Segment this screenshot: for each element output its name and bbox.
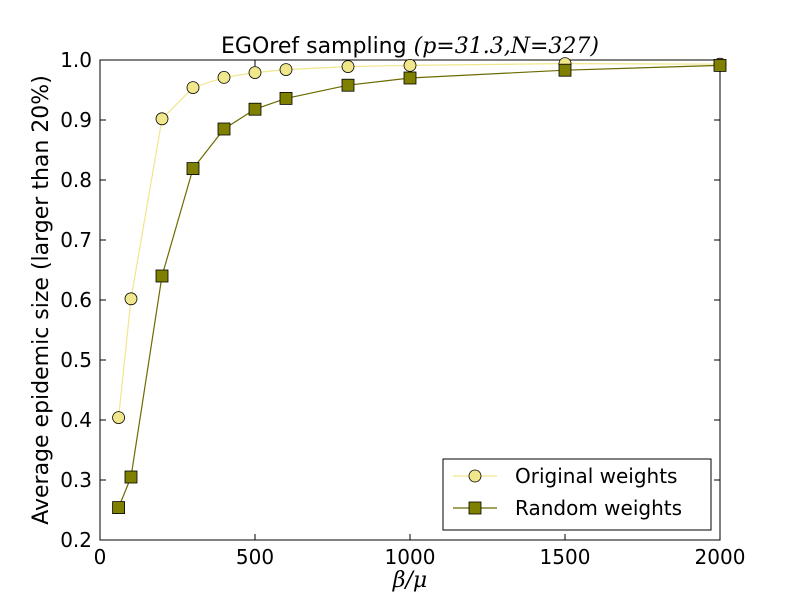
data-point-random <box>155 269 169 283</box>
y-tick-label: 0.7 <box>60 228 92 252</box>
legend-marker-original <box>468 469 482 483</box>
data-point-random <box>186 162 200 176</box>
title-prefix: EGOref sampling <box>221 34 407 59</box>
data-point-original <box>403 59 417 72</box>
title-math-eq2: =327 <box>530 34 590 59</box>
x-tick-label: 0 <box>94 545 107 569</box>
data-point-original <box>124 292 138 306</box>
data-point-original <box>217 71 231 84</box>
x-axis-label-beta: β <box>392 568 406 593</box>
data-point-original <box>186 81 200 94</box>
chart-title: EGOref sampling (p=31.3,N=327) <box>221 34 599 59</box>
data-point-random <box>713 59 727 72</box>
x-tick-label: 1500 <box>540 545 591 569</box>
title-math-open: ( <box>414 34 423 59</box>
y-tick-label: 0.5 <box>60 348 92 372</box>
legend-box <box>442 458 712 531</box>
data-point-original <box>155 112 169 126</box>
x-tick-label: 1000 <box>385 545 436 569</box>
y-tick-label: 0.6 <box>60 288 92 312</box>
x-tick-label: 500 <box>236 545 274 569</box>
legend-label-original: Original weights <box>515 464 677 488</box>
x-tick-label: 2000 <box>695 545 746 569</box>
title-math-p: p <box>422 34 436 59</box>
data-point-random <box>558 63 572 77</box>
data-point-random <box>124 470 138 484</box>
x-axis-label-mu: μ <box>413 568 427 593</box>
y-tick-label: 0.2 <box>60 528 92 552</box>
y-tick-label: 0.4 <box>60 408 92 432</box>
data-point-original <box>341 60 355 73</box>
legend: Original weights Random weights <box>442 458 712 531</box>
title-math-close: ) <box>589 34 599 59</box>
ticks-layer: 0 500 1000 1500 2000 0.2 0.3 0.4 0.5 0.6 0.7 0.8 0.9… <box>60 48 745 569</box>
title-math-n: N <box>510 34 531 59</box>
legend-label-random: Random weights <box>515 496 682 520</box>
y-tick-label: 0.3 <box>60 468 92 492</box>
data-point-random <box>279 92 293 105</box>
y-axis-label: Average epidemic size (larger than 20%) <box>29 75 54 525</box>
data-point-random <box>217 122 231 136</box>
y-tick-label: 0.9 <box>60 108 92 132</box>
data-point-random <box>112 501 125 515</box>
y-tick-label: 1.0 <box>60 48 92 72</box>
x-axis-label-slash: / <box>403 568 415 593</box>
data-point-original <box>112 411 125 425</box>
data-point-random <box>403 71 417 85</box>
series-layer <box>112 57 727 515</box>
legend-marker-random <box>468 501 482 515</box>
data-point-original <box>248 66 262 79</box>
data-point-original <box>279 63 293 76</box>
y-tick-label: 0.8 <box>60 168 92 192</box>
data-point-random <box>341 78 355 92</box>
data-point-random <box>248 102 262 116</box>
title-math-eq1: =31.3, <box>436 34 510 59</box>
x-axis-label: β/μ <box>392 568 427 593</box>
